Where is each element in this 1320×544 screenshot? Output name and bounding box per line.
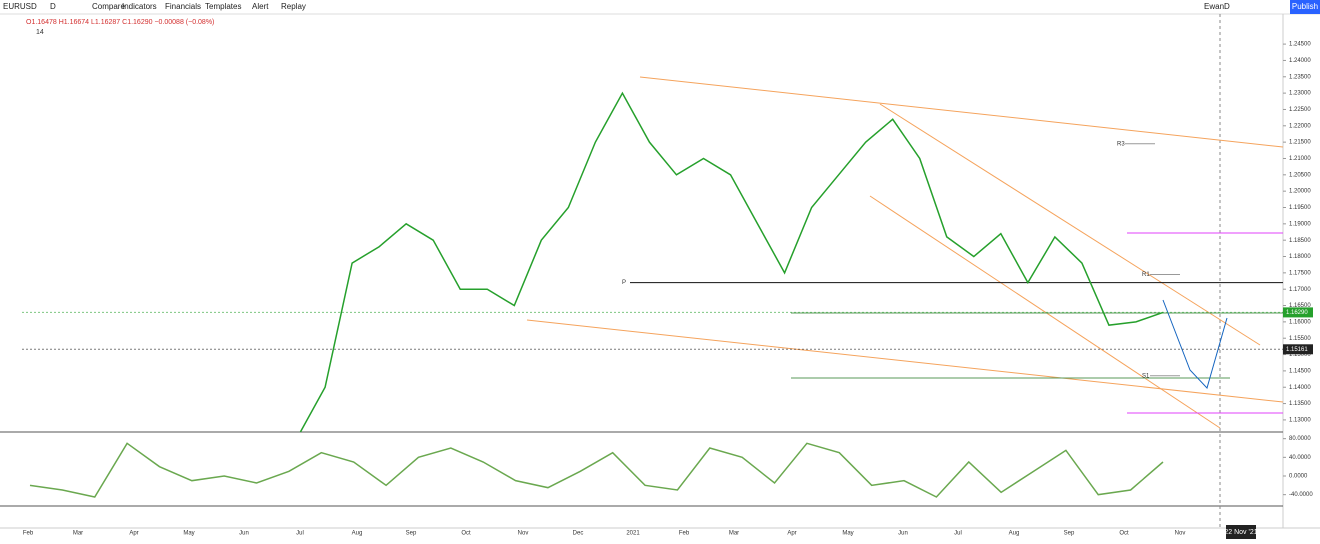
y-tick-label: 1.20500 [1289,172,1311,178]
y-tick-label: 1.24500 [1289,42,1311,48]
x-tick-label: Apr [129,531,138,537]
x-tick-label: Oct [1119,531,1129,537]
publish-label[interactable]: Publish [1292,2,1318,11]
osc-tick-label: 0.0000 [1289,474,1308,480]
y-tick-label: 1.16500 [1289,303,1311,309]
y-tick-label: 1.13000 [1289,417,1311,423]
y-tick-label: 1.18500 [1289,238,1311,244]
x-tick-label: Aug [1009,531,1020,537]
price-tag [1283,344,1313,355]
pivot-name: R1 [1142,272,1150,278]
toolbar-item[interactable]: Replay [281,2,306,11]
x-tick-label: 2021 [626,531,640,537]
y-tick-label: 1.13500 [1289,401,1311,407]
x-tick-label: Jun [898,531,908,537]
osc-tick-label: 80.0000 [1289,436,1311,442]
x-tick-label: May [183,531,194,537]
y-tick-label: 1.15000 [1289,352,1311,358]
osc-tick-label: -40.0000 [1289,492,1313,498]
x-tick-label: Nov [518,531,529,537]
x-tick-label: Feb [679,531,690,537]
ohlc: O1.16478 H1.16674 L1.16287 C1.16290 −0.0… [26,19,214,26]
indicator-length: 14 [36,29,44,36]
oscillator-line [29,442,1164,498]
pivot-name: S1 [1142,373,1150,379]
y-tick-label: 1.15500 [1289,336,1311,342]
pivot-name: P [622,280,626,286]
y-tick-label: 1.19500 [1289,205,1311,211]
y-tick-label: 1.17000 [1289,287,1311,293]
y-tick-label: 1.24000 [1289,58,1311,64]
toolbar-item[interactable]: Financials [165,2,201,11]
x-tick-label: Feb [23,531,34,537]
y-tick-label: 1.21000 [1289,156,1311,162]
x-tick-label: Jul [954,531,962,537]
y-tick-label: 1.16000 [1289,319,1311,325]
x-tick-label: Mar [73,531,83,537]
price-label: 1.16290 [1286,310,1308,316]
osc-tick-label: 40.0000 [1289,455,1311,461]
x-tick-label: Nov [1175,531,1186,537]
x-tick-label: Oct [461,531,471,537]
x-tick-label: Aug [352,531,363,537]
y-tick-label: 1.18000 [1289,254,1311,260]
price-label: 1.15161 [1286,347,1308,353]
cursor-date: 22 Nov '21 [1224,529,1257,536]
x-tick-label: Mar [729,531,739,537]
y-tick-label: 1.22000 [1289,123,1311,129]
x-tick-label: Jun [239,531,249,537]
symbol[interactable]: EURUSD [3,2,37,11]
y-tick-label: 1.14500 [1289,368,1311,374]
publish-button[interactable] [1290,0,1320,14]
toolbar-item[interactable]: Templates [205,2,241,11]
y-tick-label: 1.20000 [1289,189,1311,195]
x-tick-label: Dec [573,531,584,537]
price-tag [1283,307,1313,318]
y-tick-label: 1.19000 [1289,221,1311,227]
y-tick-label: 1.23000 [1289,91,1311,97]
x-tick-label: May [842,531,853,537]
x-tick-label: Sep [1064,531,1075,537]
y-tick-label: 1.21500 [1289,140,1311,146]
toolbar-item[interactable]: Compare [92,2,125,11]
toolbar [0,0,1320,14]
toolbar-item[interactable]: Alert [252,2,269,11]
x-tick-label: Jul [296,531,304,537]
interval[interactable]: D [50,2,56,11]
y-tick-label: 1.23500 [1289,74,1311,80]
price-line-series [299,91,1164,432]
y-tick-label: 1.14000 [1289,385,1311,391]
x-tick-label: Sep [406,531,417,537]
user[interactable]: EwanD [1204,2,1230,11]
y-tick-label: 1.17500 [1289,270,1311,276]
y-tick-label: 1.22500 [1289,107,1311,113]
toolbar-item[interactable]: Indicators [122,2,157,11]
pivot-name: R3 [1117,141,1125,147]
x-tick-label: Apr [787,531,796,537]
